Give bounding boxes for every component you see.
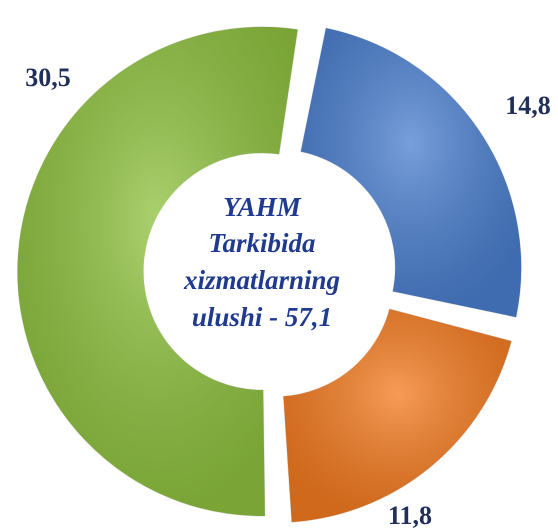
center-text: xizmatlarning <box>183 265 340 295</box>
value-label: 14,8 <box>505 91 551 120</box>
value-label: 30,5 <box>25 63 71 92</box>
center-text: ulushi - 57,1 <box>192 302 332 332</box>
donut-segment <box>282 307 513 524</box>
center-text: Tarkibida <box>208 228 315 258</box>
center-text: YAHM <box>223 192 301 222</box>
value-label: 11,8 <box>388 501 432 530</box>
